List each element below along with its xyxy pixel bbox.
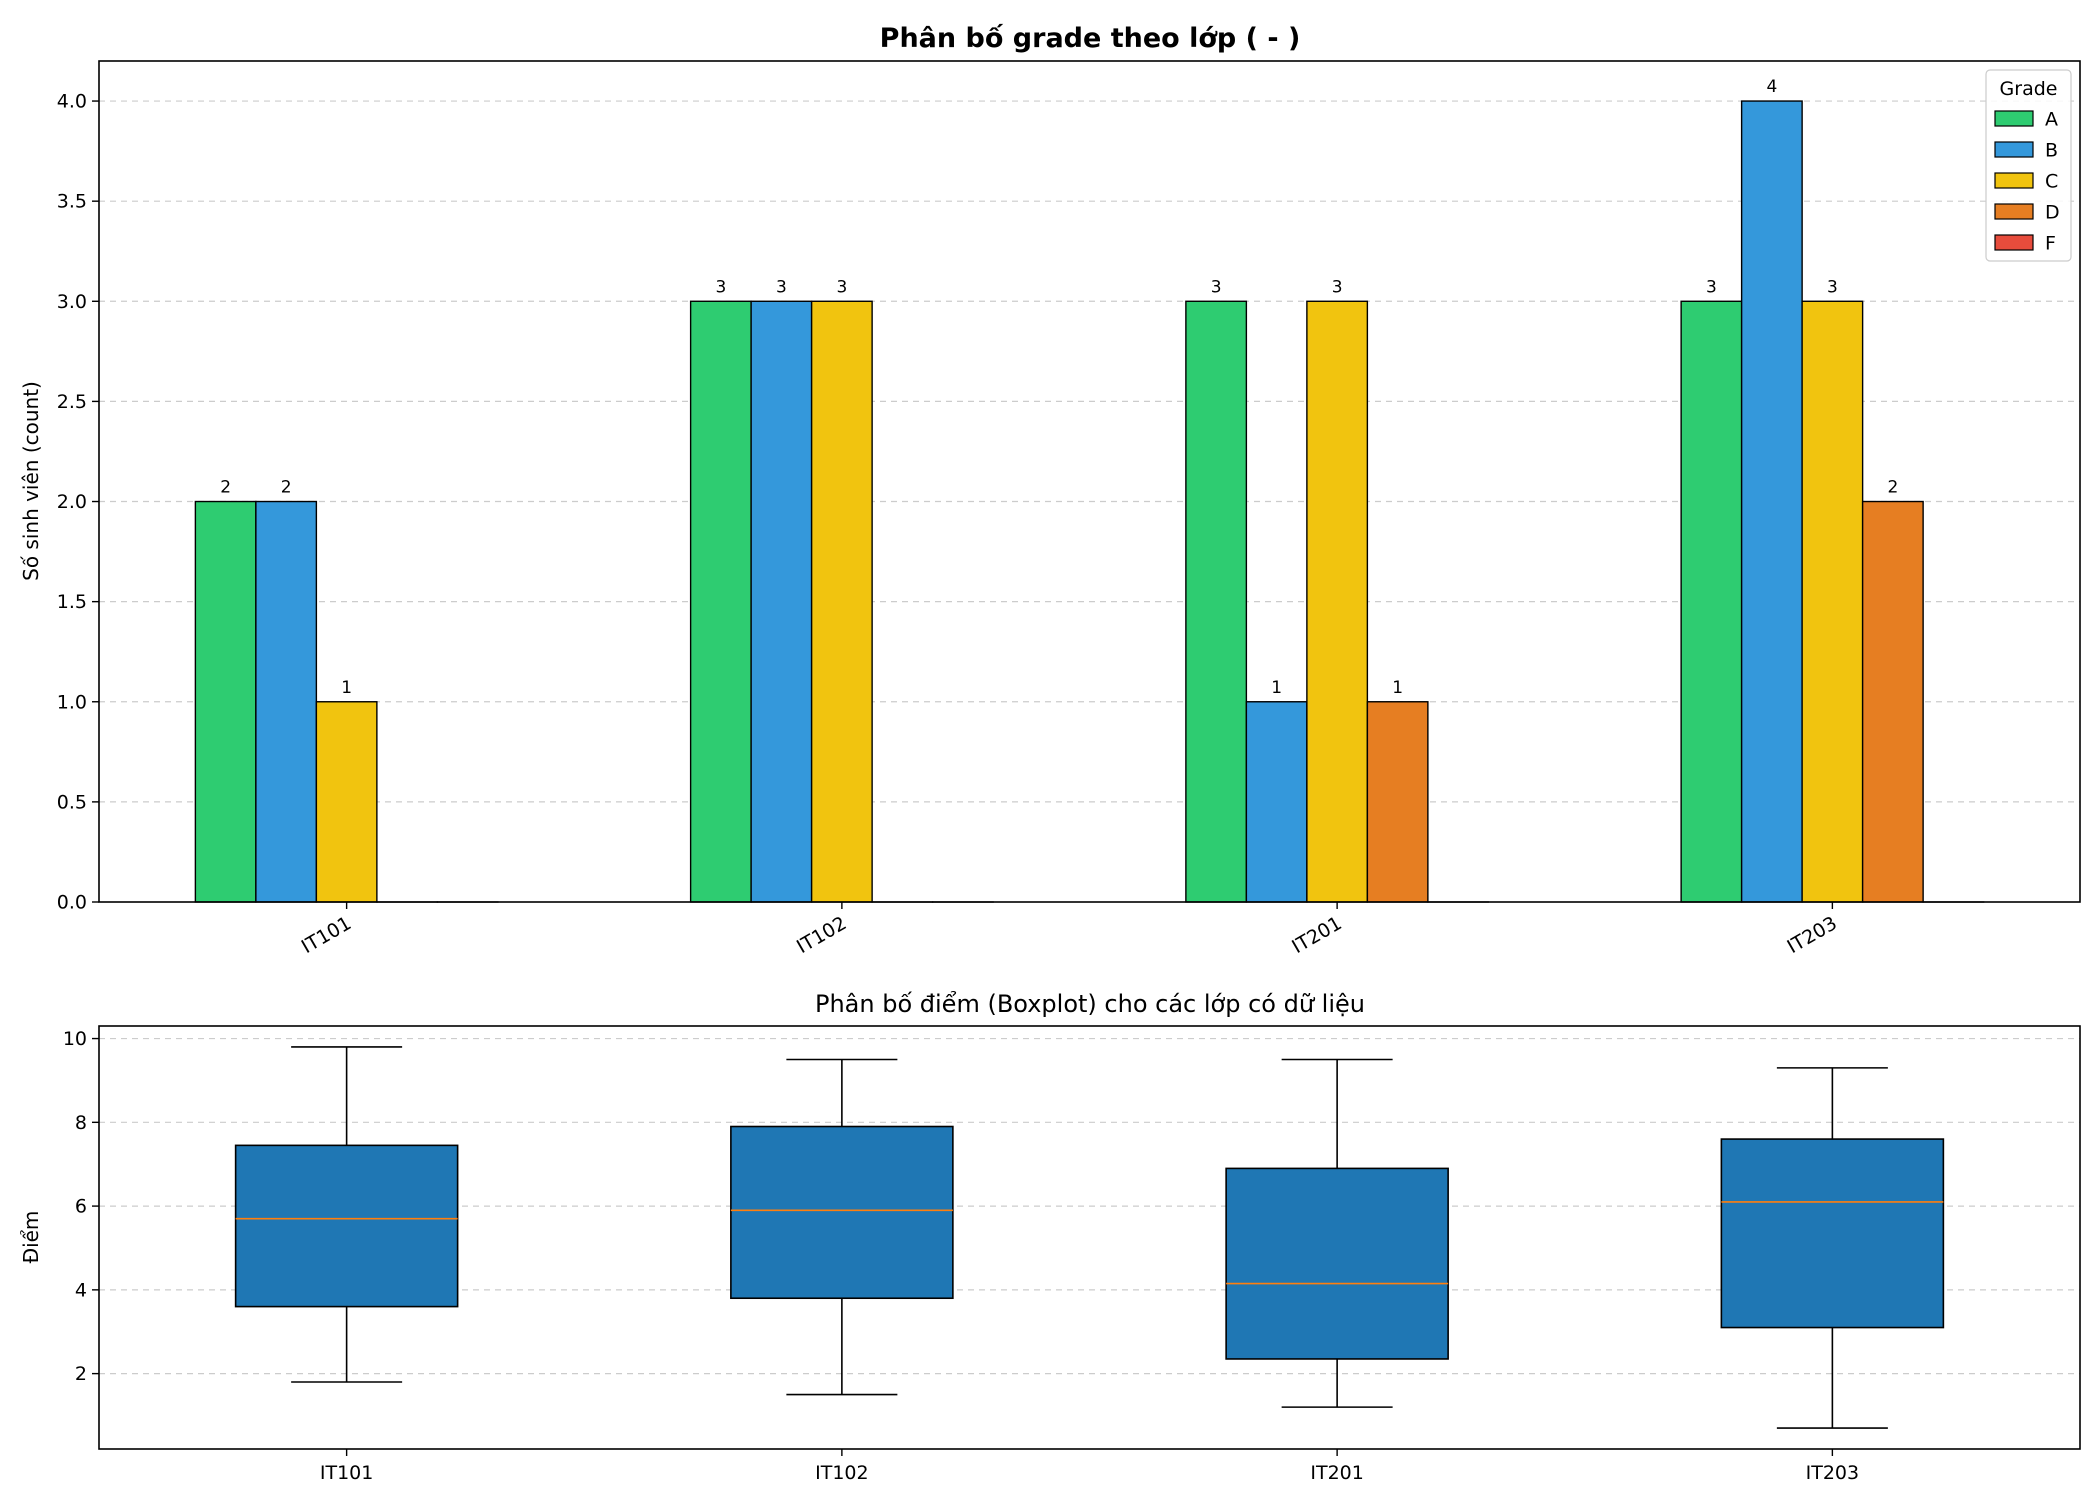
bar-IT101-C — [316, 702, 377, 902]
bar-y-tick-label: 1.5 — [57, 591, 87, 613]
legend-swatch-B — [1995, 142, 2033, 157]
bar-y-tick-label: 3.0 — [57, 291, 87, 313]
bar-x-tick-label: IT101 — [298, 912, 355, 958]
bar-chart-y-ticks: 0.0 0.5 1.0 1.5 2.0 2.5 3.0 3.5 4.0 — [57, 91, 99, 914]
bar-data-label: 1 — [1271, 678, 1282, 698]
bar-IT201-D — [1367, 702, 1428, 902]
legend-entry-D: D — [2045, 202, 2060, 224]
bar-data-label: 3 — [715, 277, 726, 297]
bar-y-tick-label: 0.5 — [57, 791, 87, 813]
box-IT201 — [1226, 1168, 1448, 1359]
bar-data-label: 3 — [1706, 277, 1717, 297]
bar-data-label: 3 — [836, 277, 847, 297]
boxplot-y-tick-label: 6 — [75, 1196, 87, 1218]
grade-bar-chart: Phân bố grade theo lớp ( - ) 2 2 1 3 3 3 3 1 3 1 3… — [19, 23, 2080, 958]
boxplot-x-tick-label: IT102 — [815, 1462, 868, 1484]
legend-swatch-A — [1995, 111, 2033, 126]
bar-data-label: 1 — [1392, 678, 1403, 698]
legend-entry-C: C — [2045, 171, 2058, 193]
bar-y-tick-label: 2.5 — [57, 391, 87, 413]
bar-y-tick-label: 1.0 — [57, 691, 87, 713]
bar-IT102-C — [812, 301, 873, 902]
bar-IT201-B — [1246, 702, 1307, 902]
box-IT102 — [731, 1127, 953, 1299]
legend-entry-F: F — [2045, 233, 2056, 255]
boxplot-y-tick-label: 8 — [75, 1112, 87, 1134]
bar-IT203-B — [1742, 101, 1803, 902]
bar-chart-y-axis-label: Số sinh viên (count) — [19, 381, 43, 581]
bar-data-label: 1 — [341, 678, 352, 698]
bar-IT203-A — [1681, 301, 1742, 902]
bar-chart-x-ticks: IT101 IT102 IT201 IT203 — [298, 902, 1841, 958]
bar-IT101-B — [256, 502, 317, 902]
bar-y-tick-label: 2.0 — [57, 491, 87, 513]
bar-IT203-C — [1802, 301, 1863, 902]
bar-chart-title: Phân bố grade theo lớp ( - ) — [880, 23, 1301, 54]
legend-entry-A: A — [2045, 109, 2058, 131]
bar-data-label: 3 — [1332, 277, 1343, 297]
bar-data-label: 2 — [1887, 478, 1898, 498]
bar-data-label: 2 — [281, 478, 292, 498]
bar-y-tick-label: 0.0 — [57, 892, 87, 914]
bar-data-label: 3 — [776, 277, 787, 297]
bar-IT201-C — [1307, 301, 1368, 902]
boxplot-y-tick-label: 10 — [63, 1028, 87, 1050]
bar-data-label: 2 — [220, 478, 231, 498]
bar-data-label: 3 — [1211, 277, 1222, 297]
bar-y-tick-label: 4.0 — [57, 91, 87, 113]
score-boxplot-chart: Phân bố điểm (Boxplot) cho các lớp có dữ… — [19, 990, 2080, 1484]
bar-IT201-A — [1186, 301, 1247, 902]
bar-IT102-A — [691, 301, 752, 902]
boxplot-x-tick-label: IT203 — [1806, 1462, 1859, 1484]
bar-y-tick-label: 3.5 — [57, 191, 87, 213]
legend-swatch-C — [1995, 173, 2033, 188]
bar-IT203-D — [1863, 502, 1924, 902]
boxplot-y-ticks: 2 4 6 8 10 — [63, 1028, 99, 1385]
bar-x-tick-label: IT201 — [1288, 912, 1345, 958]
bar-IT102-B — [751, 301, 812, 902]
bar-IT101-A — [195, 502, 256, 902]
legend-swatch-D — [1995, 204, 2033, 219]
bar-data-label: 4 — [1766, 77, 1777, 97]
legend-swatch-F — [1995, 235, 2033, 250]
bar-x-tick-label: IT203 — [1784, 912, 1841, 958]
box-IT203 — [1721, 1139, 1943, 1327]
boxplot-boxes — [236, 1047, 1944, 1428]
boxplot-y-axis-label: Điểm — [19, 1211, 43, 1264]
bar-data-label: 3 — [1827, 277, 1838, 297]
boxplot-title: Phân bố điểm (Boxplot) cho các lớp có dữ… — [815, 990, 1365, 1018]
boxplot-x-ticks: IT101 IT102 IT201 IT203 — [320, 1449, 1859, 1484]
box-IT101 — [236, 1145, 458, 1306]
boxplot-y-tick-label: 2 — [75, 1363, 87, 1385]
bar-chart-data-labels: 2 2 1 3 3 3 3 1 3 1 3 4 3 2 — [220, 77, 1898, 698]
boxplot-x-tick-label: IT101 — [320, 1462, 373, 1484]
legend-entry-B: B — [2045, 140, 2058, 162]
bar-x-tick-label: IT102 — [793, 912, 850, 958]
boxplot-y-tick-label: 4 — [75, 1279, 87, 1301]
legend-title: Grade — [2000, 78, 2058, 100]
boxplot-x-tick-label: IT201 — [1310, 1462, 1363, 1484]
